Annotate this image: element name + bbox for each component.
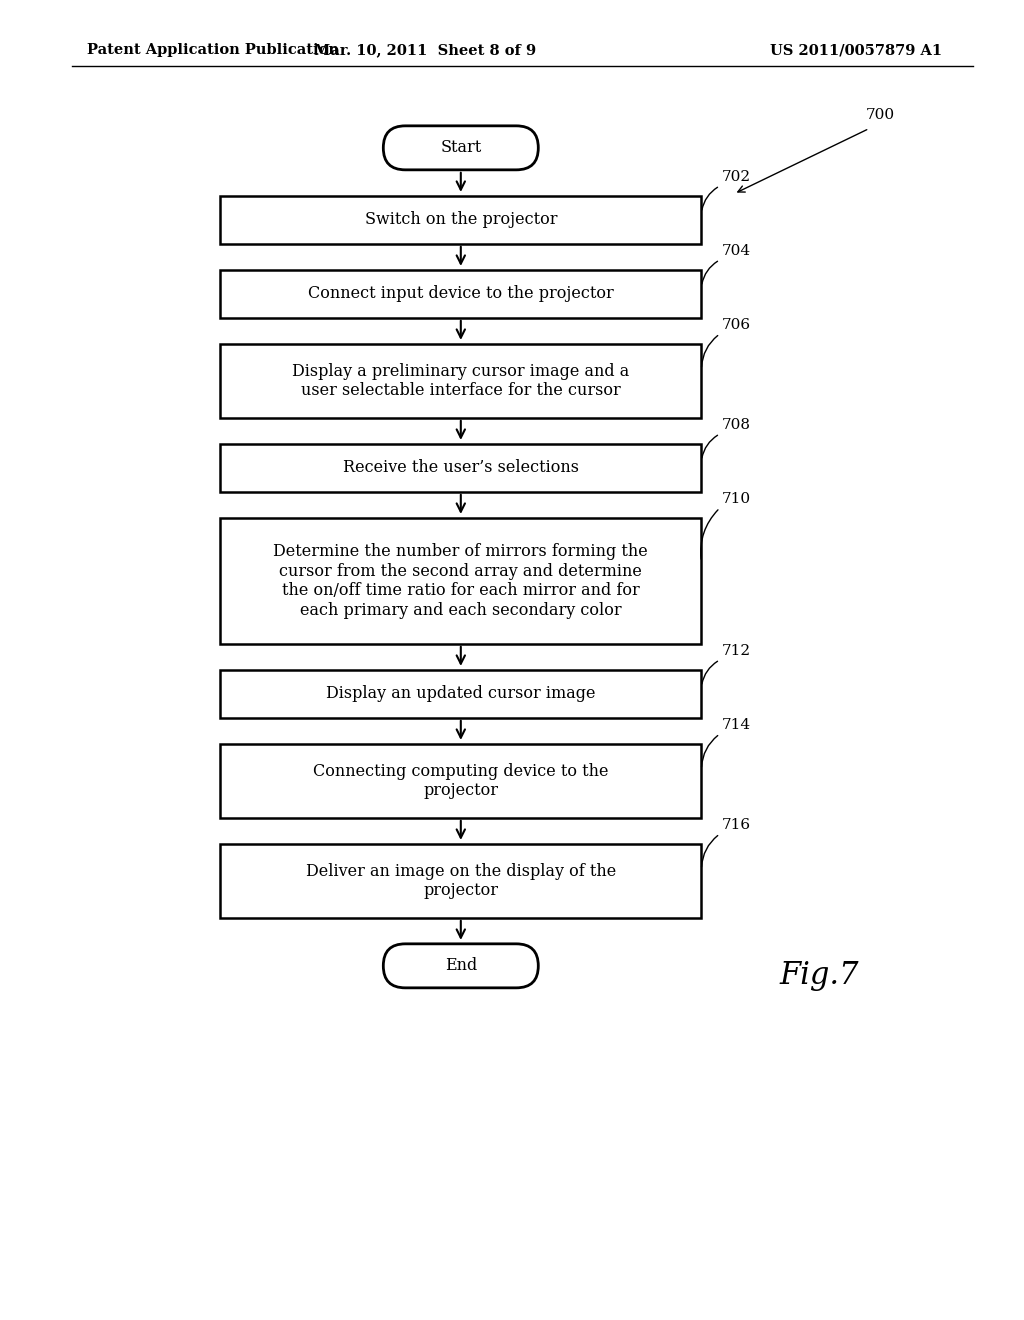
FancyBboxPatch shape xyxy=(220,744,701,818)
FancyBboxPatch shape xyxy=(220,444,701,492)
Text: Fig.7: Fig.7 xyxy=(779,961,859,991)
FancyBboxPatch shape xyxy=(220,195,701,244)
Text: Connect input device to the projector: Connect input device to the projector xyxy=(308,285,613,302)
Text: End: End xyxy=(444,957,477,974)
Text: Connecting computing device to the
projector: Connecting computing device to the proje… xyxy=(313,763,608,799)
Text: US 2011/0057879 A1: US 2011/0057879 A1 xyxy=(770,44,942,57)
FancyBboxPatch shape xyxy=(220,669,701,718)
Text: Deliver an image on the display of the
projector: Deliver an image on the display of the p… xyxy=(306,862,615,899)
Text: Display a preliminary cursor image and a
user selectable interface for the curso: Display a preliminary cursor image and a… xyxy=(292,363,630,399)
FancyBboxPatch shape xyxy=(383,125,539,170)
Text: Determine the number of mirrors forming the
cursor from the second array and det: Determine the number of mirrors forming … xyxy=(273,543,648,619)
Text: 702: 702 xyxy=(722,170,751,183)
Text: 700: 700 xyxy=(865,108,894,123)
Text: Start: Start xyxy=(440,140,481,156)
Text: 714: 714 xyxy=(722,718,751,731)
Text: 708: 708 xyxy=(722,418,751,432)
FancyBboxPatch shape xyxy=(220,517,701,644)
FancyBboxPatch shape xyxy=(220,343,701,418)
FancyBboxPatch shape xyxy=(220,843,701,917)
Text: 710: 710 xyxy=(722,492,751,506)
Text: Mar. 10, 2011  Sheet 8 of 9: Mar. 10, 2011 Sheet 8 of 9 xyxy=(314,44,536,57)
Text: Patent Application Publication: Patent Application Publication xyxy=(87,44,339,57)
Text: Receive the user’s selections: Receive the user’s selections xyxy=(343,459,579,477)
Text: 712: 712 xyxy=(722,644,751,657)
Text: 706: 706 xyxy=(722,318,751,331)
Text: 716: 716 xyxy=(722,818,751,832)
FancyBboxPatch shape xyxy=(220,269,701,318)
Text: 704: 704 xyxy=(722,244,751,257)
Text: Display an updated cursor image: Display an updated cursor image xyxy=(326,685,596,702)
FancyBboxPatch shape xyxy=(383,944,539,987)
Text: Switch on the projector: Switch on the projector xyxy=(365,211,557,228)
